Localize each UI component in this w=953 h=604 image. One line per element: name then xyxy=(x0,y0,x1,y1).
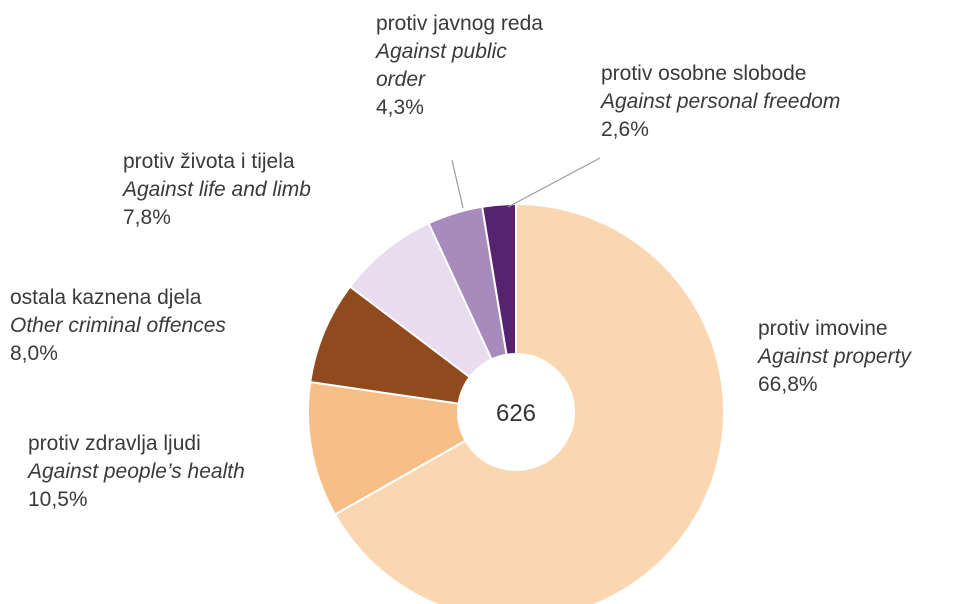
label-personal-freedom-value: 2,6% xyxy=(601,118,649,141)
label-public-order: protiv javnog reda Against public order … xyxy=(376,10,543,122)
label-property-en: Against property xyxy=(758,345,911,368)
leader-lines xyxy=(451,157,601,209)
label-public-order-en-1: Against public xyxy=(376,40,507,63)
leader-line-public-order xyxy=(451,159,464,209)
donut-total: 626 xyxy=(496,400,536,427)
label-health: protiv zdravlja ljudi Against people’s h… xyxy=(28,430,245,514)
label-property: protiv imovine Against property 66,8% xyxy=(758,315,911,399)
label-health-en: Against people’s health xyxy=(28,460,245,483)
label-public-order-value: 4,3% xyxy=(376,96,424,119)
donut-hole xyxy=(458,354,574,470)
label-public-order-hr: protiv javnog reda xyxy=(376,12,543,35)
label-other: ostala kaznena djela Other criminal offe… xyxy=(10,284,226,368)
label-property-hr: protiv imovine xyxy=(758,317,888,340)
label-other-value: 8,0% xyxy=(10,342,58,365)
label-personal-freedom-hr: protiv osobne slobode xyxy=(601,62,807,85)
label-personal-freedom: protiv osobne slobode Against personal f… xyxy=(601,60,840,144)
label-property-value: 66,8% xyxy=(758,373,818,396)
label-life-value: 7,8% xyxy=(123,206,171,229)
label-health-hr: protiv zdravlja ljudi xyxy=(28,432,201,455)
leader-line-personal-freedom xyxy=(507,157,601,208)
label-other-en: Other criminal offences xyxy=(10,314,226,337)
label-health-value: 10,5% xyxy=(28,488,88,511)
label-life: protiv života i tijela Against life and … xyxy=(123,148,311,232)
label-life-en: Against life and limb xyxy=(123,178,311,201)
label-other-hr: ostala kaznena djela xyxy=(10,286,202,309)
label-personal-freedom-en: Against personal freedom xyxy=(601,90,841,113)
label-public-order-en-2: order xyxy=(376,68,426,91)
label-life-hr: protiv života i tijela xyxy=(123,150,295,173)
